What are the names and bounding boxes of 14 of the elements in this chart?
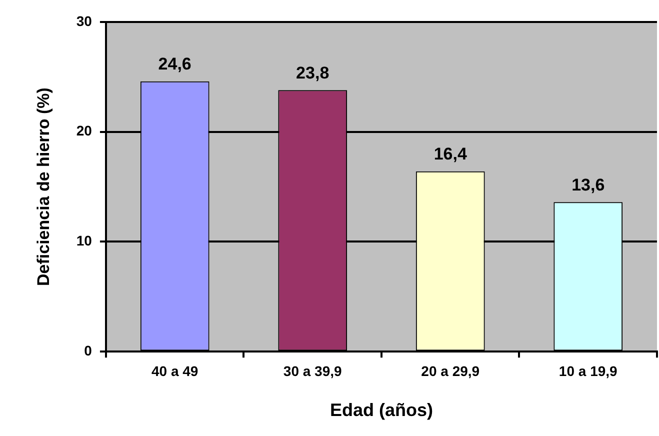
x-axis-title: Edad (años) [330, 400, 433, 420]
y-tick-label: 30 [76, 12, 92, 29]
y-tick-label: 10 [76, 232, 92, 249]
x-tick-label: 10 a 19,9 [558, 362, 618, 379]
x-tick-label: 40 a 49 [151, 362, 198, 379]
y-tick-label: 0 [84, 342, 92, 358]
data-label: 13,6 [572, 175, 605, 194]
x-tick-label: 30 a 39,9 [283, 362, 342, 379]
data-label: 16,4 [434, 144, 468, 164]
y-tick-label: 20 [76, 122, 92, 139]
data-label: 24,6 [158, 54, 192, 74]
data-label: 23,8 [296, 63, 330, 82]
y-axis-title: Deficiencia de hierro (%) [34, 88, 53, 286]
x-tick-label: 20 a 29,9 [421, 362, 480, 379]
